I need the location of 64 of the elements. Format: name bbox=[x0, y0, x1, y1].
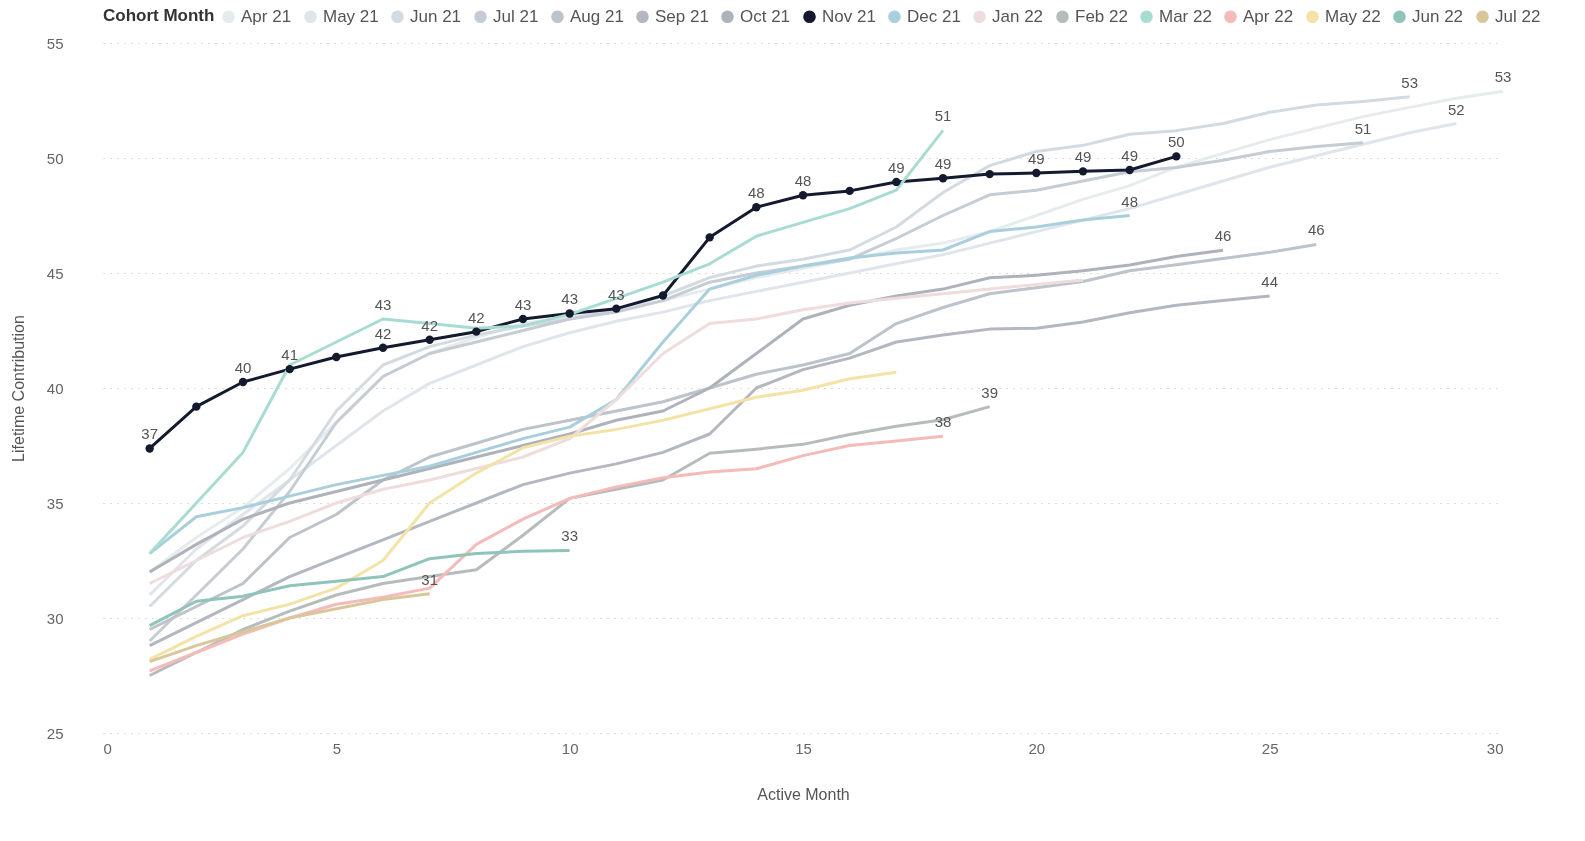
x-tick-label: 0 bbox=[103, 739, 112, 757]
legend-label: Jan 22 bbox=[992, 6, 1044, 26]
legend-label: Feb 22 bbox=[1075, 6, 1128, 26]
y-axis-title: Lifetime Contribution bbox=[9, 315, 27, 462]
legend-label: Mar 22 bbox=[1159, 6, 1212, 26]
data-label: 43 bbox=[561, 290, 579, 308]
data-label: 41 bbox=[281, 346, 299, 364]
data-label: 51 bbox=[934, 107, 952, 125]
legend-label: May 22 bbox=[1325, 6, 1381, 26]
x-tick-label: 15 bbox=[795, 739, 812, 757]
data-label: 46 bbox=[1307, 221, 1325, 239]
y-tick-label: 25 bbox=[46, 724, 64, 742]
data-label: 31 bbox=[421, 570, 439, 588]
data-label: 37 bbox=[141, 425, 159, 443]
legend-label: Jul 22 bbox=[1495, 6, 1541, 26]
y-tick-label: 45 bbox=[46, 264, 64, 282]
data-label: 43 bbox=[374, 296, 392, 313]
data-label: 51 bbox=[1354, 119, 1372, 137]
data-label: 43 bbox=[607, 285, 625, 303]
data-label: 53 bbox=[1401, 73, 1419, 91]
data-label: 49 bbox=[1121, 146, 1139, 164]
legend-label: Jul 21 bbox=[493, 6, 539, 26]
legend-label: Aug 21 bbox=[570, 6, 624, 26]
data-label: 38 bbox=[934, 413, 952, 431]
data-label: 40 bbox=[234, 359, 252, 377]
x-axis-title: Active Month bbox=[757, 785, 850, 803]
x-tick-label: 30 bbox=[1486, 739, 1504, 757]
legend-label: Oct 21 bbox=[740, 6, 791, 26]
data-label: 53 bbox=[1494, 68, 1512, 86]
legend-label: May 21 bbox=[323, 6, 379, 26]
x-tick-label: 25 bbox=[1261, 739, 1279, 757]
legend-label: Apr 22 bbox=[1243, 6, 1294, 26]
y-tick-label: 30 bbox=[46, 609, 64, 627]
data-label: 49 bbox=[1074, 148, 1092, 166]
legend-label: Jun 22 bbox=[1412, 6, 1464, 26]
data-label: 50 bbox=[1167, 133, 1185, 151]
y-tick-label: 35 bbox=[46, 494, 64, 512]
legend-label: Apr 21 bbox=[241, 6, 292, 26]
x-tick-label: 5 bbox=[332, 739, 342, 757]
data-label: 39 bbox=[981, 383, 999, 401]
y-tick-label: 55 bbox=[46, 34, 64, 52]
legend-label: Dec 21 bbox=[907, 6, 961, 26]
data-label: 49 bbox=[934, 155, 952, 173]
data-label: 49 bbox=[1027, 149, 1045, 167]
x-tick-label: 20 bbox=[1028, 739, 1046, 757]
legend-label: Nov 21 bbox=[822, 6, 876, 26]
y-tick-label: 40 bbox=[46, 379, 64, 397]
y-tick-label: 50 bbox=[46, 149, 64, 167]
legend-label: Sep 21 bbox=[655, 6, 709, 26]
data-label: 49 bbox=[887, 158, 905, 176]
data-label: 48 bbox=[794, 172, 812, 190]
legend-title: Cohort Month bbox=[103, 6, 215, 25]
data-label: 52 bbox=[1447, 100, 1465, 118]
x-tick-label: 10 bbox=[561, 739, 579, 757]
data-label: 42 bbox=[467, 308, 485, 326]
data-label: 42 bbox=[374, 324, 392, 342]
legend-label: Jun 21 bbox=[410, 6, 462, 26]
data-label: 44 bbox=[1261, 273, 1279, 290]
data-label: 48 bbox=[1121, 192, 1139, 210]
data-label: 46 bbox=[1214, 227, 1232, 245]
data-label: 42 bbox=[421, 316, 439, 334]
data-label: 48 bbox=[747, 184, 765, 202]
data-label: 33 bbox=[561, 527, 579, 545]
data-label: 43 bbox=[514, 296, 532, 313]
